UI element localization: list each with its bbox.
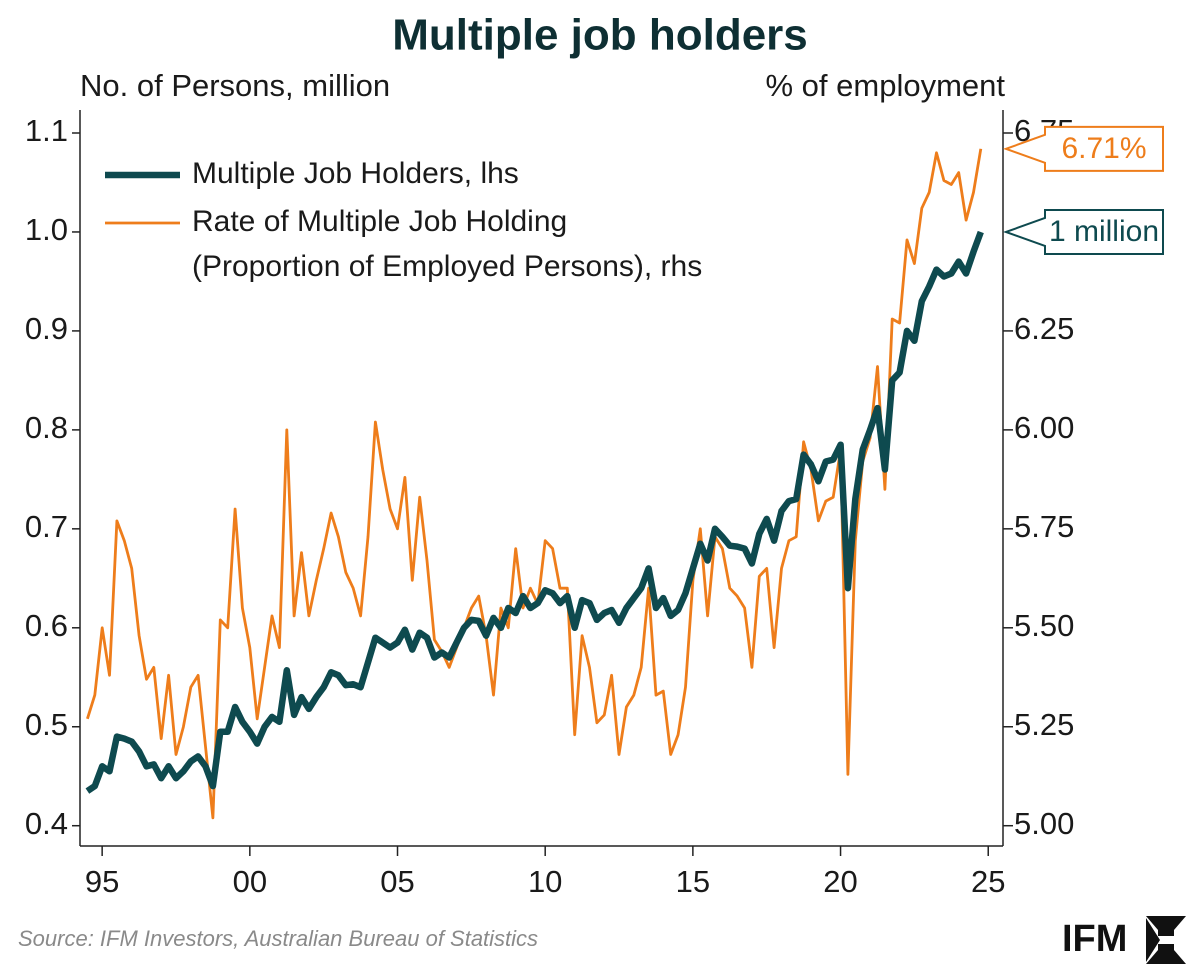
end-label: 1 million bbox=[1049, 215, 1159, 248]
x-tick-label: 10 bbox=[528, 864, 562, 899]
end-label: 6.71% bbox=[1061, 132, 1146, 165]
end-label-box bbox=[1003, 208, 1164, 255]
y-tick-label: 1.0 bbox=[25, 212, 68, 247]
x-tick-label: 20 bbox=[823, 864, 857, 899]
y2-tick-label: 6.25 bbox=[1014, 311, 1074, 346]
y2-tick-label: 5.00 bbox=[1014, 806, 1074, 841]
legend-label: Multiple Job Holders, lhs bbox=[192, 157, 519, 190]
logo-icon bbox=[1146, 916, 1186, 964]
logo-text: IFM bbox=[1062, 918, 1127, 960]
x-tick-label: 95 bbox=[85, 864, 119, 899]
y-tick-label: 0.5 bbox=[25, 707, 68, 742]
y-tick-label: 1.1 bbox=[25, 113, 68, 148]
x-tick-label: 05 bbox=[380, 864, 414, 899]
y-tick-label: 0.6 bbox=[25, 608, 68, 643]
y-tick-label: 0.4 bbox=[25, 806, 68, 841]
chart-title: Multiple job holders bbox=[392, 11, 808, 60]
y2-tick-label: 5.75 bbox=[1014, 509, 1074, 544]
y2-axis-label: % of employment bbox=[766, 68, 1006, 103]
y-axis-label: No. of Persons, million bbox=[80, 68, 390, 103]
x-tick-label: 00 bbox=[233, 864, 267, 899]
y-tick-label: 0.7 bbox=[25, 509, 68, 544]
x-tick-label: 25 bbox=[971, 864, 1005, 899]
y2-tick-label: 5.25 bbox=[1014, 707, 1074, 742]
y-tick-label: 0.8 bbox=[25, 410, 68, 445]
y2-tick-label: 6.00 bbox=[1014, 410, 1074, 445]
series-line bbox=[86, 148, 983, 820]
y2-tick-label: 5.50 bbox=[1014, 608, 1074, 643]
end-label-box bbox=[1003, 125, 1164, 172]
y-tick-label: 0.9 bbox=[25, 311, 68, 346]
x-tick-label: 15 bbox=[676, 864, 710, 899]
source: Source: IFM Investors, Australian Bureau… bbox=[18, 926, 538, 951]
legend-label: Rate of Multiple Job Holding (Proportion… bbox=[192, 205, 702, 283]
series-line bbox=[85, 230, 984, 794]
